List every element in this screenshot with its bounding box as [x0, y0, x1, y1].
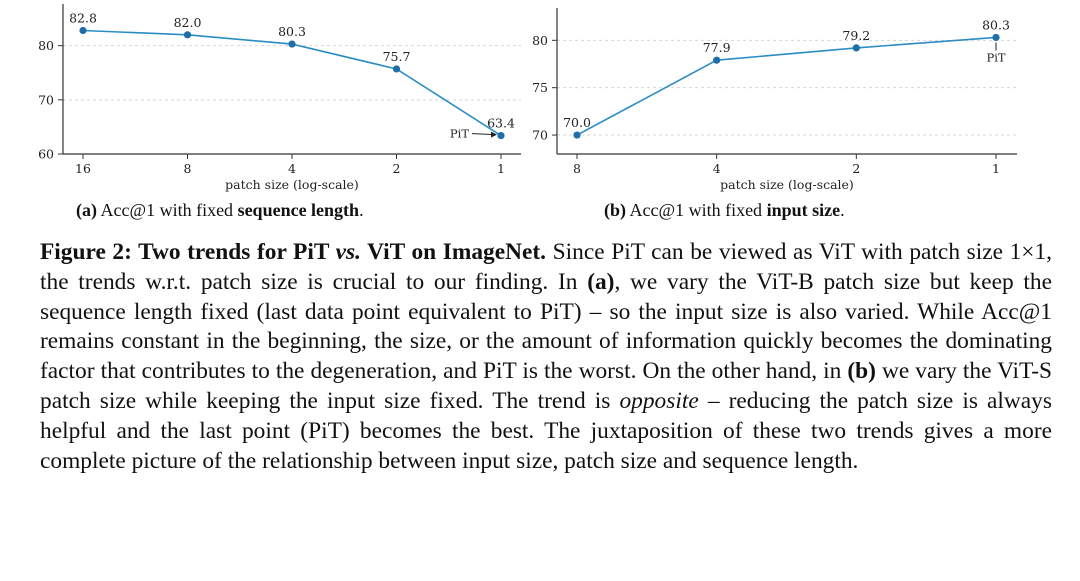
chart-a-data-label: 63.4: [487, 116, 515, 131]
chart-a-annotation-arrowhead: [491, 131, 497, 138]
chart-a-y-tick-label: 60: [38, 147, 54, 162]
chart-b-data-label: 80.3: [982, 17, 1010, 32]
chart-b-x-tick-label: 8: [573, 161, 581, 176]
chart-b-x-tick-label: 1: [992, 161, 1000, 176]
chart-a-point: [497, 131, 505, 140]
chart-a-svg: 60 70 80 16 8 4 2 1 patch size (log-scale) 82.8 82…: [38, 4, 521, 192]
chart-a-x-tick-label: 1: [497, 161, 505, 176]
chart-a-point: [392, 65, 401, 73]
caption-s1: Since PiT can be viewed as ViT with patc…: [40, 239, 1053, 295]
caption-opposite: opposite: [619, 387, 699, 414]
chart-b-x-label: patch size (log-scale): [720, 177, 854, 192]
caption-title: Figure 2: Two trends for PiT vs. ViT on …: [40, 239, 546, 265]
chart-a-data-label: 82.8: [69, 11, 97, 26]
chart-b-svg: 70 75 80 8 4 2 1 patch size (log-scale) 70.0 77.9…: [532, 8, 1017, 192]
chart-a-x-tick-label: 4: [288, 161, 296, 176]
chart-b-point: [713, 56, 721, 64]
chart-a-y-tick-label: 70: [38, 92, 54, 107]
caption-s3: we vary the ViT-S patch size while keepi…: [40, 358, 1052, 414]
chart-a-x-tick-label: 2: [393, 161, 401, 176]
caption-ref-b: (b): [847, 358, 876, 385]
chart-a-x-tick-label: 16: [75, 161, 91, 176]
chart-b-annotation-text: PiT: [986, 50, 1005, 64]
chart-b: 70 75 80 8 4 2 1 patch size (log-scale) 70.0 77.9…: [530, 0, 1080, 200]
subcaption-b: (b) Acc@1 with fixed input size.: [604, 200, 845, 221]
chart-b-x-tick-label: 4: [713, 161, 721, 176]
subcaption-a-text: Acc@1 with fixed: [100, 200, 234, 220]
chart-b-series-line: [576, 36, 997, 136]
chart-b-data-label: 70.0: [563, 115, 591, 130]
chart-b-point: [992, 33, 1000, 42]
chart-b-data-label: 77.9: [703, 40, 731, 55]
caption-s4: – reducing the patch size is always help…: [40, 387, 1052, 474]
subcaption-a: (a) Acc@1 with fixed sequence length.: [76, 200, 364, 221]
chart-a-x-label: patch size (log-scale): [225, 177, 359, 192]
chart-a-point: [183, 31, 192, 39]
chart-b-point: [573, 131, 581, 139]
caption-title-pre: Figure 2: Two trends for PiT: [40, 239, 336, 265]
subcaption-b-bold: input size: [766, 200, 841, 220]
caption-s2: , we vary the ViT-B patch size but keep …: [40, 268, 1053, 385]
chart-b-x-tick-label: 2: [852, 161, 860, 176]
subcaption-b-text: Acc@1 with fixed: [629, 200, 763, 220]
chart-b-y-tick-label: 80: [532, 33, 548, 48]
chart-a-data-label: 80.3: [278, 24, 306, 39]
chart-a-y-tick-label: 80: [38, 38, 54, 53]
subcaption-a-end: .: [359, 200, 364, 220]
caption-ref-a: (a): [587, 268, 615, 295]
subcaption-b-end: .: [840, 200, 845, 220]
chart-b-point: [852, 44, 860, 52]
chart-a-annotation-text: PiT: [450, 127, 469, 141]
chart-a: 60 70 80 16 8 4 2 1 patch size (log-scale) 82.8 82…: [0, 0, 540, 200]
chart-a-data-label: 75.7: [383, 49, 411, 64]
chart-a-x-tick-label: 8: [184, 161, 192, 176]
chart-a-point: [288, 40, 296, 48]
chart-b-data-label: 79.2: [842, 28, 870, 43]
caption-title-vs: vs.: [335, 239, 361, 265]
chart-b-y-tick-label: 70: [532, 128, 548, 143]
caption-title-post: ViT on ImageNet.: [360, 239, 547, 265]
figure-caption: Figure 2: Two trends for PiT vs. ViT on …: [40, 238, 1052, 476]
subcaption-a-bold: sequence length: [237, 200, 360, 220]
subcaption-b-label: (b): [604, 200, 626, 220]
chart-a-data-label: 82.0: [174, 15, 202, 30]
subcaption-a-label: (a): [76, 200, 97, 220]
chart-a-point: [79, 26, 87, 35]
chart-b-y-tick-label: 75: [532, 80, 548, 95]
